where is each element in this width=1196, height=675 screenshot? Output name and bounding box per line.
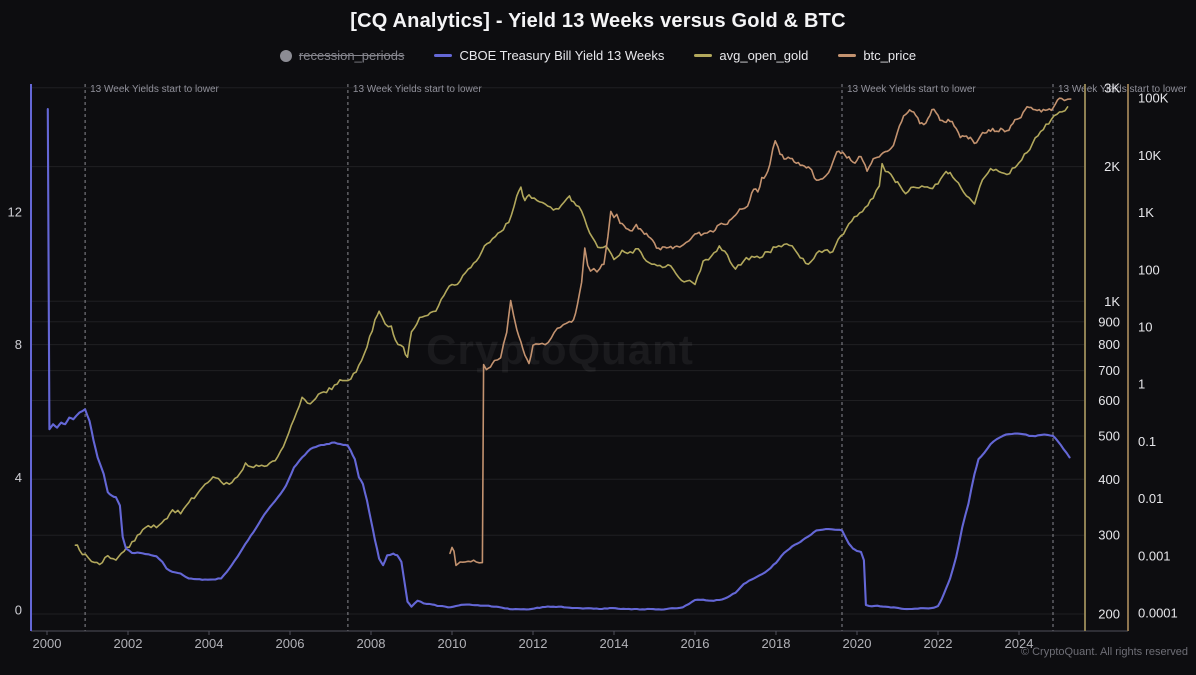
btc-axis-label: 10K xyxy=(1138,148,1161,163)
legend-item-label: recession_periods xyxy=(298,48,405,63)
gridlines xyxy=(31,87,1085,615)
x-axis-label: 2000 xyxy=(33,636,62,651)
legend-item-btc-price[interactable]: btc_price xyxy=(838,48,916,63)
axis-spines xyxy=(30,84,1129,635)
annotation-label: 13 Week Yields start to lower xyxy=(353,84,482,95)
x-axis-label: 2012 xyxy=(519,636,548,651)
btc-axis-label: 100K xyxy=(1138,91,1169,106)
btc-axis-label: 100 xyxy=(1138,262,1160,277)
yield-axis-label: 12 xyxy=(8,205,22,220)
annotation-label: 13 Week Yields start to lower xyxy=(847,84,976,95)
annotation-label: 13 Week Yields start to lower xyxy=(1058,84,1187,95)
x-axis-label: 2002 xyxy=(114,636,143,651)
recession-periods-marker-icon xyxy=(279,49,292,62)
gold-axis-label: 2K xyxy=(1104,159,1120,174)
x-axis-label: 2006 xyxy=(276,636,305,651)
yield-line-marker-icon xyxy=(434,54,453,57)
x-axis-label: 2018 xyxy=(762,636,791,651)
btc-axis-label: 1 xyxy=(1138,377,1145,392)
x-axis-label: 2020 xyxy=(843,636,872,651)
btc-axis-label: 0.01 xyxy=(1138,491,1163,506)
gold-axis-label: 300 xyxy=(1098,528,1120,543)
gold-axis-label: 600 xyxy=(1098,393,1120,408)
gold-axis-label: 700 xyxy=(1098,363,1120,378)
gold-line-marker-icon xyxy=(694,54,713,57)
gold-line xyxy=(74,106,1069,566)
annotation-label: 13 Week Yields start to lower xyxy=(90,84,219,95)
series-lines xyxy=(46,97,1072,611)
chart-title: [CQ Analytics] - Yield 13 Weeks versus G… xyxy=(350,10,846,32)
yield-axis-label: 4 xyxy=(15,470,22,485)
x-axis-label: 2024 xyxy=(1005,636,1034,651)
btc-line xyxy=(449,97,1072,567)
x-axis-label: 2004 xyxy=(195,636,224,651)
x-axis-label: 2014 xyxy=(600,636,629,651)
btc-line-marker-icon xyxy=(838,54,857,57)
yield-axis-label: 0 xyxy=(15,603,22,618)
gold-axis-label: 400 xyxy=(1098,472,1120,487)
annotation-lines xyxy=(84,84,1054,631)
legend-item-cboe-yield[interactable]: CBOE Treasury Bill Yield 13 Weeks xyxy=(434,48,664,63)
btc-axis-label: 0.0001 xyxy=(1138,606,1178,621)
annotation-labels: 13 Week Yields start to lower 13 Week Yie… xyxy=(90,84,1187,95)
btc-axis-label: 10 xyxy=(1138,320,1152,335)
gold-axis-label: 900 xyxy=(1098,314,1120,329)
legend-item-recession-periods[interactable]: recession_periods xyxy=(279,48,405,63)
legend: recession_periods CBOE Treasury Bill Yie… xyxy=(0,48,1196,63)
legend-item-label: avg_open_gold xyxy=(719,48,809,63)
gold-axis-label: 200 xyxy=(1098,607,1120,622)
gold-axis-label: 3K xyxy=(1104,80,1120,95)
x-axis-label: 2016 xyxy=(681,636,710,651)
x-axis-label: 2010 xyxy=(438,636,467,651)
legend-item-label: btc_price xyxy=(863,48,917,63)
copyright: © CryptoQuant. All rights reserved xyxy=(1020,646,1188,658)
gold-axis-label: 1K xyxy=(1104,294,1120,309)
gold-axis-label: 800 xyxy=(1098,337,1120,352)
yield-axis-label: 8 xyxy=(15,337,22,352)
x-axis-label: 2022 xyxy=(924,636,953,651)
btc-axis-label: 0.1 xyxy=(1138,434,1156,449)
legend-item-avg-open-gold[interactable]: avg_open_gold xyxy=(694,48,808,63)
gold-axis-label: 500 xyxy=(1098,429,1120,444)
btc-axis-label: 1K xyxy=(1138,205,1154,220)
x-axis-label: 2008 xyxy=(357,636,386,651)
legend-item-label: CBOE Treasury Bill Yield 13 Weeks xyxy=(459,48,665,63)
axis-labels: 2000 2002 2004 2006 2008 2010 2012 2014 2016 2018… xyxy=(8,80,1178,651)
btc-axis-label: 0.001 xyxy=(1138,548,1171,563)
yield-line xyxy=(46,108,1071,611)
